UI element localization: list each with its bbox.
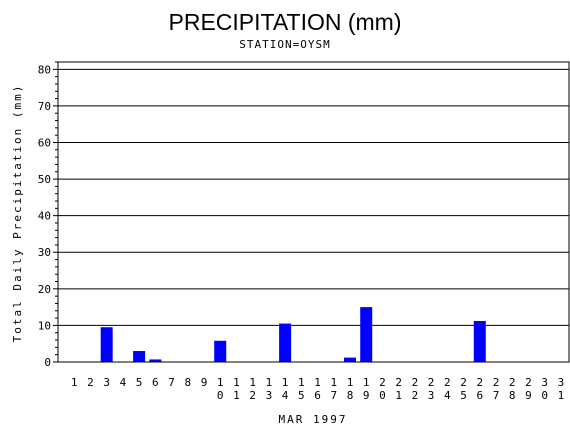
plot-frame xyxy=(57,61,570,363)
bar-day-6 xyxy=(149,359,162,362)
bar-day-5 xyxy=(133,351,146,362)
y-tick-label: 40 xyxy=(38,210,51,223)
bar-day-19 xyxy=(360,307,373,362)
x-tick-label: 6 xyxy=(152,376,159,389)
x-axis-label: MAR 1997 xyxy=(279,413,348,426)
x-tick-label: 5 xyxy=(136,376,143,389)
bar-day-10 xyxy=(214,340,227,362)
chart-subtitle: STATION=OYSM xyxy=(239,38,330,51)
x-tick-label: 2 xyxy=(87,376,94,389)
bar-day-18 xyxy=(344,357,356,362)
x-tick-label: 3 xyxy=(103,376,110,389)
bars xyxy=(100,307,486,362)
y-tick-label: 30 xyxy=(38,246,51,259)
x-tick-label: 1 xyxy=(71,376,78,389)
x-tick-label: 8 xyxy=(184,376,191,389)
y-tick-label: 10 xyxy=(38,319,51,332)
chart-title: PRECIPITATION (mm) xyxy=(169,9,402,35)
x-axis: 1 2 3 4 5 6 7 8 9 1 01 11 21 31 41 51 61 71 81 92 02 12 22 32 42… xyxy=(71,376,564,402)
y-tick-label: 60 xyxy=(38,136,51,149)
y-axis: 0 10 20 30 40 50 60 70 80 xyxy=(38,61,58,369)
y-tick-label: 70 xyxy=(38,100,51,113)
x-tick-label: 9 xyxy=(201,376,208,389)
bar-day-26 xyxy=(473,321,486,362)
bar-day-14 xyxy=(279,323,292,362)
x-tick-label: 7 xyxy=(168,376,175,389)
grid-lines xyxy=(58,68,569,326)
y-axis-label: Total Daily Precipitation (mm) xyxy=(11,84,24,343)
bar-day-3 xyxy=(100,327,113,362)
x-tick-label: 4 xyxy=(120,376,127,389)
y-tick-label: 0 xyxy=(44,356,51,369)
y-tick-label: 20 xyxy=(38,283,51,296)
y-tick-label: 50 xyxy=(38,173,51,186)
y-tick-label: 80 xyxy=(38,63,51,76)
